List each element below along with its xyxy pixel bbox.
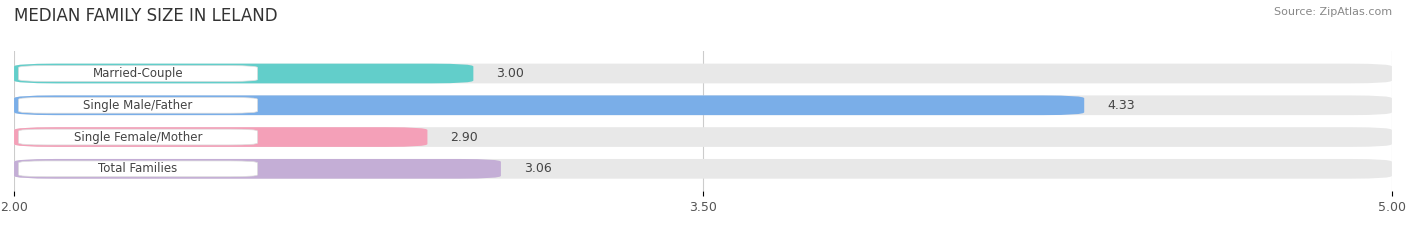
Text: Married-Couple: Married-Couple	[93, 67, 183, 80]
Text: Source: ZipAtlas.com: Source: ZipAtlas.com	[1274, 7, 1392, 17]
Text: 2.90: 2.90	[450, 130, 478, 144]
Text: MEDIAN FAMILY SIZE IN LELAND: MEDIAN FAMILY SIZE IN LELAND	[14, 7, 278, 25]
FancyBboxPatch shape	[14, 159, 1392, 179]
Text: 3.00: 3.00	[496, 67, 524, 80]
FancyBboxPatch shape	[18, 129, 257, 145]
FancyBboxPatch shape	[14, 159, 501, 179]
FancyBboxPatch shape	[14, 64, 474, 83]
FancyBboxPatch shape	[18, 97, 257, 113]
Text: Single Female/Mother: Single Female/Mother	[75, 130, 202, 144]
Text: Total Families: Total Families	[98, 162, 177, 175]
FancyBboxPatch shape	[18, 66, 257, 81]
Text: 3.06: 3.06	[524, 162, 551, 175]
Text: Single Male/Father: Single Male/Father	[83, 99, 193, 112]
FancyBboxPatch shape	[14, 96, 1084, 115]
FancyBboxPatch shape	[14, 127, 1392, 147]
FancyBboxPatch shape	[14, 96, 1392, 115]
FancyBboxPatch shape	[14, 127, 427, 147]
FancyBboxPatch shape	[14, 64, 1392, 83]
FancyBboxPatch shape	[18, 161, 257, 177]
Text: 4.33: 4.33	[1107, 99, 1135, 112]
